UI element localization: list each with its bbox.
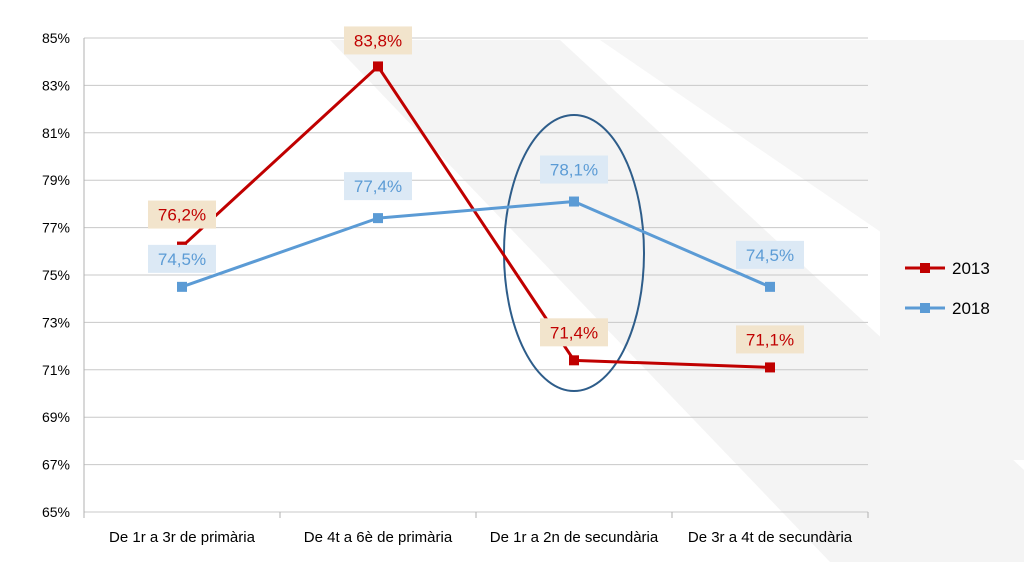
y-tick-label: 71% [42,362,70,378]
x-tick-label: De 1r a 3r de primària [109,529,256,546]
data-label-text: 74,5% [158,250,206,269]
y-tick-label: 79% [42,172,70,188]
data-label-box [736,325,804,354]
y-tick-label: 85% [42,30,70,46]
data-label-text: 83,8% [354,31,402,50]
watermark [330,40,1024,562]
data-point-2013 [765,362,775,373]
data-label-box [736,240,804,269]
data-label-box [148,244,216,273]
y-tick-label: 83% [42,77,70,93]
data-point-2018 [373,213,383,224]
x-tick-label: De 3r a 4t de secundària [688,529,853,546]
legend-label-2018: 2018 [952,299,990,318]
data-label-2013: 71,4% [540,318,608,347]
legend-marker-2013 [920,263,930,273]
y-tick-label: 77% [42,220,70,236]
legend-label-2013: 2013 [952,259,990,278]
data-label-box [344,26,412,55]
y-tick-label: 73% [42,314,70,330]
data-label-text: 71,1% [746,330,794,349]
series-line-2013 [180,64,771,369]
data-label-text: 77,4% [354,177,402,196]
data-label-2013: 71,1% [736,325,804,354]
gridlines [84,37,868,513]
data-label-text: 76,2% [158,206,206,225]
data-labels: 76,2% 83,8% 71,4% 71,1% 74,5% 77,4% 78,1% 74,5% [148,26,804,354]
data-label-text: 71,4% [550,323,598,342]
y-tick-label: 67% [42,457,70,473]
watermark-block [880,40,1024,460]
data-label-2018: 74,5% [736,240,804,269]
series-line-2018 [181,200,771,289]
x-tick-label: De 1r a 2n de secundària [490,529,659,546]
data-point-2013 [373,61,383,72]
data-label-text: 78,1% [550,161,598,180]
data-point-2018 [177,281,187,292]
data-label-2013: 76,2% [148,200,216,229]
data-label-text: 74,5% [746,246,794,265]
data-label-box [540,318,608,347]
y-tick-label: 69% [42,409,70,425]
y-tick-label: 65% [42,504,70,520]
data-point-2013 [569,355,579,366]
legend: 2013 2018 [905,259,990,318]
data-label-2013: 83,8% [344,26,412,55]
data-label-2018: 78,1% [540,155,608,184]
data-label-box [344,172,412,201]
y-axis: 65% 67% 69% 71% 73% 75% 77% 79% 81% 83% 85% [42,30,85,520]
watermark-stripe [330,40,1024,562]
data-label-2018: 74,5% [148,244,216,273]
legend-marker-2018 [920,303,930,313]
data-point-2018 [765,281,775,292]
x-axis: De 1r a 3r de primària De 4t a 6è de prim… [83,512,869,546]
data-label-box [540,155,608,184]
y-tick-label: 75% [42,267,70,283]
x-tick-label: De 4t a 6è de primària [304,529,453,546]
data-label-box [148,200,216,229]
data-point-2018 [569,196,579,207]
data-label-2018: 77,4% [344,172,412,201]
y-tick-label: 81% [42,125,70,141]
